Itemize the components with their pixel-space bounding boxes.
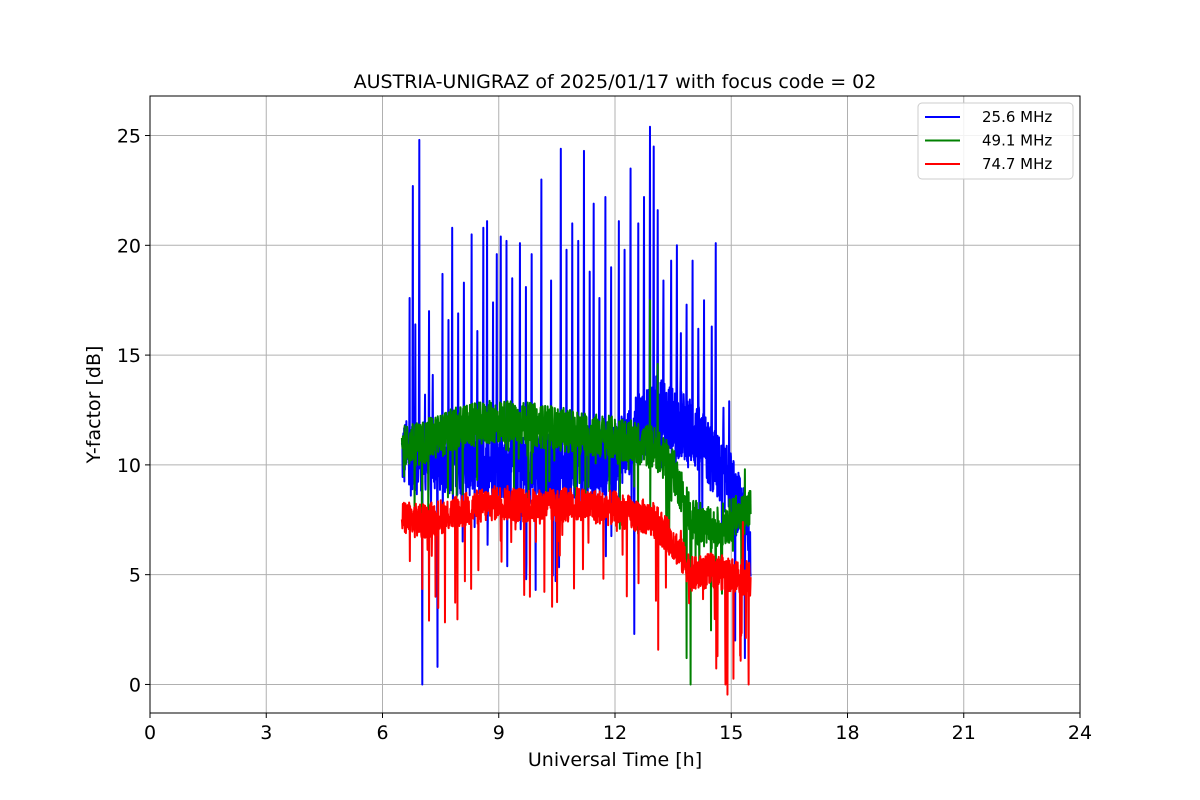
x-axis-label: Universal Time [h] — [528, 749, 702, 771]
x-tick-label: 24 — [1068, 722, 1092, 744]
x-tick-label: 12 — [603, 722, 627, 744]
chart-title: AUSTRIA-UNIGRAZ of 2025/01/17 with focus… — [354, 71, 877, 93]
legend: 25.6 MHz 49.1 MHz 74.7 MHz — [917, 102, 1074, 180]
x-tick-label: 0 — [144, 722, 156, 744]
legend-label: 25.6 MHz — [982, 108, 1052, 126]
x-tick-label: 18 — [835, 722, 859, 744]
legend-label: 49.1 MHz — [982, 132, 1052, 150]
x-tick-label: 3 — [260, 722, 272, 744]
y-tick-label: 15 — [117, 345, 141, 367]
legend-label: 74.7 MHz — [982, 155, 1052, 173]
y-tick-label: 10 — [117, 455, 141, 477]
x-tick-label: 21 — [952, 722, 976, 744]
grid — [149, 96, 1081, 713]
series-line-3 — [400, 485, 752, 696]
series-layer — [400, 125, 752, 696]
tick-labels: 0 3 6 9 12 15 18 21 24 0 5 10 15 20 25 — [117, 126, 1092, 744]
y-tick-label: 20 — [117, 235, 141, 257]
x-tick-label: 9 — [493, 722, 505, 744]
y-tick-label: 5 — [129, 565, 141, 587]
y-tick-label: 0 — [129, 674, 141, 696]
x-tick-label: 15 — [719, 722, 743, 744]
y-tick-label: 25 — [117, 126, 141, 148]
y-axis-label: Y-factor [dB] — [83, 346, 105, 465]
x-tick-label: 6 — [376, 722, 388, 744]
legend-box — [917, 102, 1074, 180]
series-line-2 — [400, 299, 752, 686]
